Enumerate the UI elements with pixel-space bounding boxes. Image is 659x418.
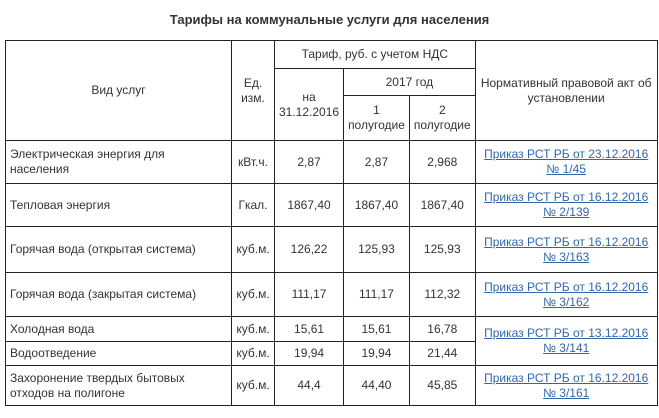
table-row: Электрическая энергия для населения кВт.… [5, 140, 658, 184]
header-tariff: Тариф, руб. с учетом НДС [274, 40, 476, 69]
header-unit: Ед. изм. [231, 40, 275, 141]
as-of-cell: 15,61 [273, 316, 345, 342]
unit-cell: кВт.ч. [231, 140, 275, 184]
header-half1: 1 полугодие [343, 95, 410, 141]
service-cell: Горячая вода (закрытая система) [5, 272, 232, 317]
act-cell: Приказ РСТ РБ от 16.12.2016 № 2/139 [474, 183, 658, 227]
page-title: Тарифы на коммунальные услуги для населе… [169, 12, 490, 27]
service-cell: Захоронение твердых бытовых отходов на п… [5, 365, 232, 406]
service-cell: Горячая вода (открытая система) [5, 226, 232, 273]
header-as-of: на 31.12.2016 [273, 68, 345, 141]
half1-cell: 44,40 [343, 365, 410, 406]
as-of-cell: 111,17 [273, 272, 345, 317]
half1-cell: 19,94 [343, 341, 410, 366]
as-of-cell: 1867,40 [273, 183, 345, 227]
as-of-cell: 19,94 [273, 341, 345, 366]
half2-cell: 1867,40 [408, 183, 476, 227]
header-year: 2017 год [343, 68, 476, 96]
act-link[interactable]: Приказ РСТ РБ от 13.12.2016 № 3/141 [484, 326, 649, 355]
as-of-cell: 2,87 [273, 140, 345, 184]
table-row: Водоотведение куб.м. 19,94 19,94 21,44 [5, 341, 658, 366]
half2-cell: 2,968 [408, 140, 476, 184]
unit-cell: куб.м. [231, 272, 275, 317]
unit-cell: куб.м. [231, 226, 275, 273]
act-link[interactable]: Приказ РСТ РБ от 23.12.2016 № 1/45 [484, 147, 649, 176]
service-cell: Электрическая энергия для населения [5, 140, 232, 184]
table-header: Вид услуг Ед. изм. Тариф, руб. с учетом … [5, 40, 658, 141]
header-service: Вид услуг [5, 40, 232, 141]
act-cell: Приказ РСТ РБ от 16.12.2016 № 3/163 [474, 226, 658, 273]
service-cell: Водоотведение [5, 341, 232, 366]
unit-cell: куб.м. [231, 341, 275, 366]
service-cell: Холодная вода [5, 316, 232, 342]
header-act: Нормативный правовой акт об установлении [474, 40, 658, 141]
header-half2: 2 полугодие [408, 95, 476, 141]
act-link[interactable]: Приказ РСТ РБ от 16.12.2016 № 3/163 [484, 234, 649, 264]
service-cell: Тепловая энергия [5, 183, 232, 227]
table-row: Тепловая энергия Гкал. 1867,40 1867,40 1… [5, 183, 658, 227]
act-cell: Приказ РСТ РБ от 16.12.2016 № 3/162 [474, 272, 658, 317]
half1-cell: 2,87 [343, 140, 410, 184]
act-link[interactable]: Приказ РСТ РБ от 16.12.2016 № 3/162 [484, 279, 649, 309]
act-link[interactable]: Приказ РСТ РБ от 16.12.2016 № 3/161 [484, 370, 649, 400]
half1-cell: 111,17 [343, 272, 410, 317]
table-row: Захоронение твердых бытовых отходов на п… [5, 365, 658, 406]
half1-cell: 1867,40 [343, 183, 410, 227]
half1-cell: 125,93 [343, 226, 410, 273]
table-row: Холодная вода куб.м. 15,61 15,61 16,78 П… [5, 316, 658, 366]
unit-cell: Гкал. [231, 183, 275, 227]
act-cell: Приказ РСТ РБ от 16.12.2016 № 3/161 [474, 365, 658, 406]
tariffs-table: Вид услуг Ед. изм. Тариф, руб. с учетом … [5, 40, 658, 406]
unit-cell: куб.м. [231, 316, 275, 342]
half2-cell: 16,78 [408, 316, 476, 342]
table-row: Горячая вода (закрытая система) куб.м. 1… [5, 272, 658, 317]
unit-cell: куб.м. [231, 365, 275, 406]
as-of-cell: 126,22 [273, 226, 345, 273]
half2-cell: 112,32 [408, 272, 476, 317]
half2-cell: 21,44 [408, 341, 476, 366]
act-cell: Приказ РСТ РБ от 23.12.2016 № 1/45 [474, 140, 658, 184]
act-link[interactable]: Приказ РСТ РБ от 16.12.2016 № 2/139 [484, 190, 649, 219]
half1-cell: 15,61 [343, 316, 410, 342]
half2-cell: 125,93 [408, 226, 476, 273]
table-row: Горячая вода (открытая система) куб.м. 1… [5, 226, 658, 273]
half2-cell: 45,85 [408, 365, 476, 406]
as-of-cell: 44,4 [273, 365, 345, 406]
act-cell: Приказ РСТ РБ от 13.12.2016 № 3/141 [474, 316, 658, 366]
